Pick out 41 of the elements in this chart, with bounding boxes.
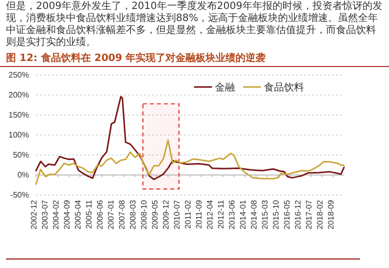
legend-label: 金融 bbox=[215, 82, 235, 94]
x-tick-label: 2013-06 bbox=[228, 199, 237, 230]
y-tick-label: 250% bbox=[8, 70, 29, 80]
x-tick-label: 2018-02 bbox=[316, 199, 325, 230]
x-tick-label: 2007-08 bbox=[117, 199, 126, 230]
x-tick-label: 2007-01 bbox=[106, 199, 116, 230]
x-tick-label: 2016-05 bbox=[282, 199, 292, 230]
x-tick-label: 2015-03 bbox=[260, 199, 270, 230]
x-tick-label: 2014-08 bbox=[250, 199, 259, 230]
x-tick-label: 2004-09 bbox=[62, 199, 72, 230]
y-tick-label: 0% bbox=[17, 170, 29, 180]
line-series bbox=[35, 139, 345, 185]
x-tick-label: 2006-06 bbox=[96, 199, 104, 230]
y-tick-label: -50% bbox=[10, 190, 29, 200]
y-tick-label: 200% bbox=[8, 90, 29, 100]
x-tick-label: 2011-09 bbox=[194, 199, 204, 229]
chart-subtitle: 但是，2009年意外发生了，2010年一季度发布2009年年报的时候，投资者惊讶的发现，消费板块中食品饮料业绩增速达到88%，远高于金融板块的业绩增速。虽然全年中证金融和食品饮料涨幅差不多，但是显然，金融板块主要靠估值提升，而食品饮料则是实打实的业绩。 bbox=[5, 0, 384, 49]
chart-title: 图 12: 食品饮料在 2009 年实现了对金融板块业绩的逆袭 bbox=[0, 49, 389, 67]
legend-label: 食品饮料 bbox=[264, 82, 304, 94]
x-tick-label: 2018-09 bbox=[326, 199, 336, 230]
y-tick-label: 100% bbox=[8, 130, 29, 140]
x-tick-label: 2014-01 bbox=[238, 199, 248, 230]
x-tick-label: 2012-04 bbox=[206, 199, 215, 230]
x-tick-label: 2010-07 bbox=[172, 199, 182, 230]
x-tick-label: 2008-03 bbox=[128, 199, 138, 230]
x-tick-label: 2003-07 bbox=[40, 199, 50, 230]
x-tick-label: 2011-02 bbox=[184, 199, 193, 229]
x-tick-label: 2016-12 bbox=[294, 199, 303, 230]
x-tick-label: 2005-11 bbox=[84, 199, 94, 229]
x-tick-label: 2012-11 bbox=[216, 199, 226, 229]
x-tick-label: 2017-07 bbox=[304, 199, 314, 230]
x-tick-label: 2002-12 bbox=[30, 199, 39, 230]
y-tick-label: 150% bbox=[8, 110, 29, 120]
x-tick-label: 2009-05 bbox=[150, 199, 160, 230]
y-tick-label: 50% bbox=[12, 150, 29, 160]
x-tick-label: 2005-04 bbox=[74, 199, 82, 230]
x-tick-label: 2004-02 bbox=[52, 199, 61, 230]
x-tick-label: 2008-10 bbox=[140, 199, 149, 230]
line-series bbox=[35, 96, 345, 180]
x-tick-label: 2015-10 bbox=[272, 199, 281, 230]
x-tick-label: 2009-12 bbox=[162, 199, 171, 230]
